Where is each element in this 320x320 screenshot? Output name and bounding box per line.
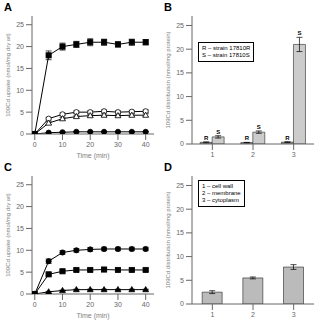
svg-text:0: 0 [20,290,24,297]
svg-text:20: 20 [86,141,94,148]
html-text:B: B [164,1,172,13]
svg-text:10: 10 [176,93,184,100]
svg-text:Time (min): Time (min) [76,312,109,320]
svg-text:109Cd uptake (nmol/mg dry wt): 109Cd uptake (nmol/mg dry wt) [8,193,11,277]
svg-text:20: 20 [86,301,94,308]
svg-text:R: R [204,135,209,141]
svg-text:0: 0 [33,141,37,148]
svg-text:10: 10 [59,141,67,148]
svg-text:R: R [245,135,250,141]
svg-text:0: 0 [20,130,24,137]
svg-text:5: 5 [20,269,24,276]
svg-text:3: 3 [292,311,296,318]
svg-text:20: 20 [176,206,184,213]
svg-text:109Cd distribution (nmol/mg pr: 109Cd distribution (nmol/mg protein) [165,191,171,288]
svg-text:15: 15 [16,225,24,232]
svg-text:10: 10 [16,247,24,254]
html-text:1 – cell wall: 1 – cell wall [202,183,233,189]
svg-text:10: 10 [176,253,184,260]
svg-text:10: 10 [16,87,24,94]
svg-text:3: 3 [292,151,296,158]
svg-text:5: 5 [20,109,24,116]
svg-text:40: 40 [142,301,150,308]
svg-text:1: 1 [210,311,214,318]
svg-text:109Cd distribution (nmol/mg pr: 109Cd distribution (nmol/mg protein) [165,31,171,128]
svg-text:25: 25 [16,181,24,188]
svg-text:2: 2 [251,151,255,158]
svg-text:0: 0 [180,140,184,147]
svg-text:20: 20 [176,46,184,53]
svg-text:1: 1 [210,151,214,158]
html-text:C: C [4,161,12,173]
svg-text:Time (min): Time (min) [76,152,109,160]
svg-text:R: R [285,135,290,141]
svg-text:15: 15 [176,69,184,76]
svg-text:30: 30 [114,141,122,148]
svg-text:5: 5 [180,277,184,284]
svg-text:25: 25 [176,22,184,29]
svg-text:S: S [216,129,220,135]
svg-text:0: 0 [33,301,37,308]
svg-text:2: 2 [251,311,255,318]
svg-text:40: 40 [142,141,150,148]
svg-text:30: 30 [114,301,122,308]
svg-text:25: 25 [176,182,184,189]
svg-text:0: 0 [180,300,184,307]
html-text:2 – membrane: 2 – membrane [202,190,241,196]
html-text:3 – cytoplasm: 3 – cytoplasm [202,197,239,203]
html-text:D: D [164,161,172,173]
html-text:R – strain 17810R: R – strain 17810R [202,45,251,51]
svg-text:20: 20 [16,203,24,210]
svg-text:20: 20 [16,43,24,50]
svg-text:5: 5 [180,117,184,124]
html-text:A: A [4,1,12,13]
svg-text:25: 25 [16,21,24,28]
svg-text:15: 15 [176,229,184,236]
svg-text:S: S [297,30,301,36]
svg-text:109Cd uptake (nmol/mg dry wt): 109Cd uptake (nmol/mg dry wt) [8,33,11,117]
html-text:S – strain 17810S: S – strain 17810S [202,52,250,58]
svg-text:10: 10 [59,301,67,308]
svg-text:15: 15 [16,65,24,72]
svg-text:S: S [257,124,261,130]
